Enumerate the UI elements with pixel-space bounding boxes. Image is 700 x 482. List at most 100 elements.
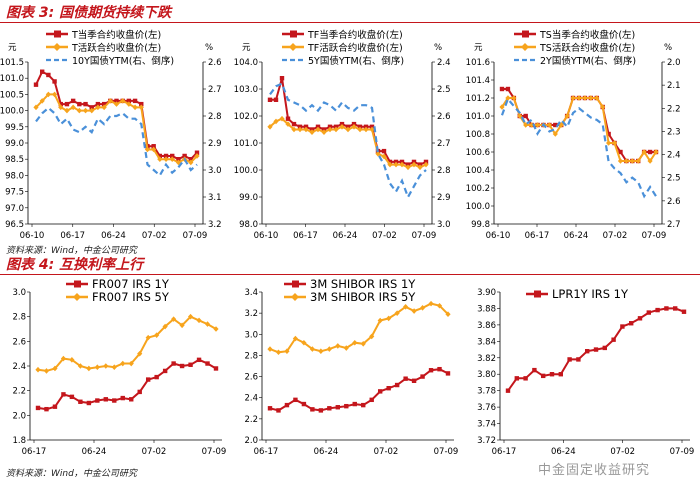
c4-series-1-point [196,317,202,324]
c5-series-1-line [269,302,449,354]
c6-xtick-label: 06-24 [551,447,576,457]
c6-xtick-label: 06-17 [492,447,517,457]
c4-series-0-point [213,366,219,371]
c3-series-1-point [606,140,612,146]
c3-ytick-label: 101.6 [466,58,490,68]
c1-series-0-point [70,98,76,104]
c3-xtick-label: 06-24 [564,231,589,240]
c6-series-0-point [637,316,643,321]
c6-ytick-label: 3.82 [477,354,496,364]
c6-ytick-label: 3.72 [477,436,496,446]
c2-y2tick-label: 2.5 [437,85,451,95]
c5-series-0-point [284,402,290,408]
c1-ytick-label: 97.5 [5,188,24,198]
c1-y2tick-label: 2.7 [208,85,222,95]
c5-ytick-label: 2.8 [244,351,258,361]
c5-xtick-label: 06-24 [314,447,339,457]
c6-xtick-label: 07-02 [610,447,635,457]
c6-series-0-point [558,372,563,377]
c1-series-0-point [188,157,194,162]
c1-series-0-point [157,153,163,159]
c2-y2tick-label: 2.6 [437,112,451,122]
c1-legend-0-label: T当季合约收盘价(左) [71,29,161,41]
c5-ytick-label: 2.6 [244,373,258,383]
c4-legend-1-marker [73,293,81,301]
c3-series-2-line [500,96,657,199]
c2-series-1-point [375,151,381,157]
c3-ytick-label: 100.8 [466,130,490,140]
c1-series-1-point [138,104,144,111]
c6-ytick-label: 3.80 [477,370,496,380]
c5-ytick-label: 3.2 [244,309,258,319]
c1-series-0-point [170,153,175,159]
c2-series-1-point [285,121,291,127]
c4-series-1-point [213,326,219,332]
c2-series-0-point [273,97,279,102]
c1-series-1-point [64,107,70,114]
figure3-source: 资料来源：Wind，中金公司研究 [6,246,137,256]
c4-series-0-point [103,397,109,402]
c5-series-0-point [437,366,442,372]
c5-series-1-point [309,346,315,352]
c1-ytick-label: 101.5 [0,58,24,68]
c2-series-1-point [309,129,315,135]
c4-series-0-point [52,404,58,409]
c6-ytick-label: 3.74 [477,420,496,430]
c5-series-0-point [386,386,391,391]
c1-series-0-point [95,101,101,107]
c1-ytick-label: 99.5 [5,123,24,133]
c2-y2tick-label: 2.9 [437,193,451,203]
c4-series-1-point [60,355,67,362]
c3-legend-1-marker [521,43,529,51]
c2-series-0-point [291,121,297,127]
c6-series-0-point [585,349,590,354]
c1-series-0-point [39,69,45,74]
c4-series-0-point [137,389,142,395]
c3-series-0-point [618,149,623,155]
c5-series-0-point [352,401,357,407]
c5-series-1-point [275,349,282,356]
c4-series-0-point [95,398,100,403]
c5-series-0-point [327,406,332,411]
c2-series-1-point [315,126,321,133]
c1-series-1-point [45,91,51,98]
c4-xtick-label: 07-09 [202,447,227,457]
c2-ytick-label: 99.0 [239,193,258,203]
c5-ytick-label: 2.2 [244,415,258,425]
c5-series-0-point [361,402,366,408]
c5-series-1-point [445,311,451,317]
c2-series-1-point [267,124,273,130]
c4-legend-0-label: FR007 IRS 1Y [92,278,170,291]
c4-legend-1-label: FR007 IRS 5Y [92,290,170,304]
c2-series-1-point [357,126,363,133]
c4-series-0-point [120,395,125,401]
c1-series-1-point [169,156,175,162]
c6-series-0-point [673,306,678,311]
c2-series-1-point [339,124,345,130]
c4-series-1-point [52,365,58,372]
c1-series-1-point [33,104,39,111]
c4-series-0-point [188,362,193,367]
c1-series-0-point [114,98,119,104]
c1-series-1-point [188,159,194,166]
c5-ytick-label: 3.4 [244,288,258,298]
c2-series-1-point [417,164,423,171]
c6-ytick-label: 3.88 [477,304,496,314]
c5-series-0-point [411,378,417,383]
c2-series-1-point [333,126,339,133]
c2-ytick-label: 103.0 [234,85,258,95]
c5-legend-1-marker [291,293,299,301]
c4-series-0-point [179,363,185,369]
c3-y2tick-label: 2.0 [667,58,681,68]
c5-series-1-point [267,346,273,352]
c4-series-0-point [205,361,210,366]
c3-series-1-point [617,158,624,164]
c1-series-1-point [120,98,126,104]
c4-series-0-point [61,392,66,397]
c1-series-1-point [58,104,64,111]
c3-ytick-label: 101.2 [466,94,490,104]
c1-series-1-point [95,104,101,111]
c2-series-0-point [381,148,387,154]
c4-ytick-label: 2.8 [12,313,26,323]
c6-ytick-label: 3.76 [477,403,496,413]
